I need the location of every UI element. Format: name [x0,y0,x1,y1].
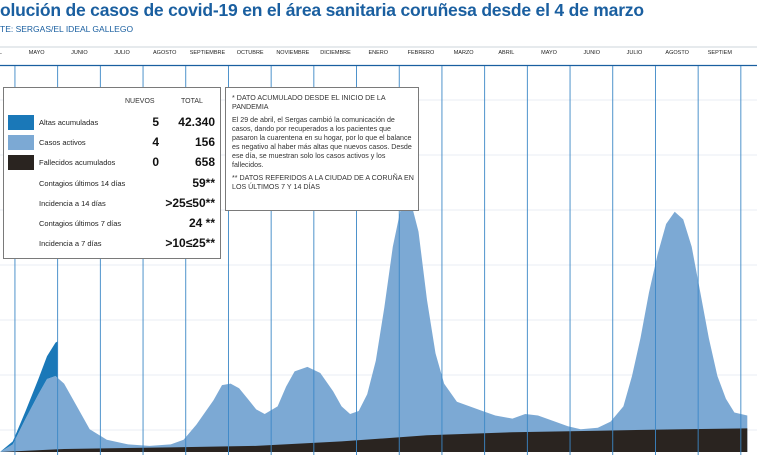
legend-swatch-fallecidos [8,155,34,170]
legend-extra-value: 24 ** [188,216,215,230]
month-label: MAYO [29,50,46,56]
legend-extra-label: Incidencia a 14 días [39,199,106,208]
legend-row-fallecidos: Fallecidos acumulados 0 658 [4,155,222,171]
legend-extra-row: Contagios últimos 7 días 24 ** [4,216,222,232]
legend-label: Fallecidos acumulados [39,158,116,167]
legend-extra-value: 59** [192,176,215,190]
month-label: SEPTIEMBRE [190,50,226,56]
legend-extra-row: Incidencia a 7 días >10≤25** [4,236,222,252]
month-label: ABRIL [498,50,514,56]
month-label: FEBRERO [408,50,435,56]
note-city-data: ** DATOS REFERIDOS A LA CIUDAD DE A CORU… [232,174,414,191]
month-label: SEPTIEM [708,50,733,56]
area-casos-activos [0,198,748,452]
note-cumulative: * DATO ACUMULADO DESDE EL INICIO DE LA P… [232,94,386,111]
month-label: ABRIL [0,50,2,56]
month-label: MARZO [454,50,475,56]
legend-new-value: 4 [152,135,159,149]
note-box: * DATO ACUMULADO DESDE EL INICIO DE LA P… [225,87,419,211]
legend-label: Altas acumuladas [39,118,99,127]
legend-extra-row: Contagios últimos 14 días 59** [4,176,222,192]
month-label: DICIEMBRE [320,50,351,56]
legend-row-activos: Casos activos 4 156 [4,135,222,151]
legend-header-total: TOTAL [181,98,203,105]
legend-total-value: 42.340 [178,115,215,129]
month-label: JUNIO [583,50,600,56]
note-sergas-change: El 29 de abril, el Sergas cambió la comu… [232,116,412,169]
month-label: JUNIO [71,50,88,56]
legend-extra-row: Incidencia a 14 días >25≤50** [4,196,222,212]
month-labels: ABRIL MAYO JUNIO JULIO AGOSTO SEPTIEMBRE OCTUB… [0,50,732,56]
month-label: JULIO [114,50,130,56]
legend-label: Casos activos [39,138,86,147]
legend-swatch-activos [8,135,34,150]
legend-box: NUEVOS TOTAL Altas acumuladas 5 42.340 C… [3,87,221,259]
chart-source: TE: SERGAS/EL IDEAL GALLEGO [0,24,134,34]
area-series [0,198,748,452]
month-label: MAYO [541,50,558,56]
area-altas-acumuladas [0,341,58,452]
area-fallecidos-acumulados [0,428,748,452]
month-label: NOVIEMBRE [276,50,309,56]
legend-new-value: 5 [152,115,159,129]
month-label: JULIO [627,50,643,56]
legend-swatch-altas [8,115,34,130]
legend-extra-label: Incidencia a 7 días [39,239,102,248]
legend-header-new: NUEVOS [125,98,155,105]
month-label: ENERO [368,50,388,56]
month-label: AGOSTO [665,50,689,56]
legend-total-value: 658 [194,155,215,169]
legend-extra-value: >25≤50** [165,196,215,210]
legend-total-value: 156 [194,135,215,149]
legend-row-altas: Altas acumuladas 5 42.340 [4,115,222,131]
legend-extra-label: Contagios últimos 14 días [39,179,126,188]
chart-title: olución de casos de covid-19 en el área … [0,0,644,20]
legend-extra-value: >10≤25** [165,236,215,250]
month-label: OCTUBRE [237,50,264,56]
month-label: AGOSTO [153,50,177,56]
legend-new-value: 0 [152,155,159,169]
legend-extra-label: Contagios últimos 7 días [39,219,122,228]
